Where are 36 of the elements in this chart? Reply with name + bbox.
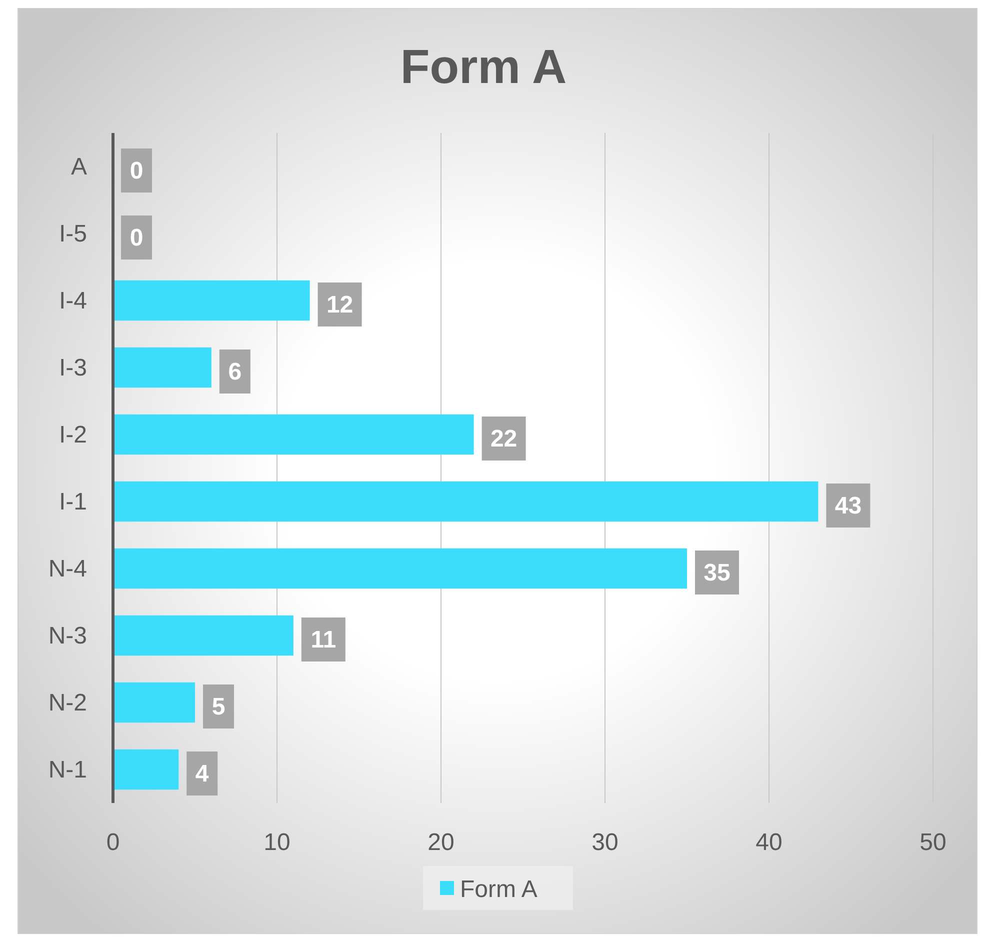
y-tick-label: N-3 bbox=[48, 622, 87, 650]
y-tick-label: I-4 bbox=[58, 288, 87, 314]
data-label: 35 bbox=[704, 560, 730, 586]
x-tick-label: 30 bbox=[592, 829, 618, 856]
y-tick-label: I-2 bbox=[58, 422, 87, 448]
bar bbox=[113, 615, 294, 656]
bar bbox=[113, 749, 179, 790]
y-tick-label: N-4 bbox=[48, 556, 87, 582]
data-label: 0 bbox=[130, 224, 144, 252]
data-label: 6 bbox=[228, 358, 242, 386]
x-tick-label: 50 bbox=[920, 829, 946, 856]
bar bbox=[113, 548, 687, 589]
x-tick-label: 40 bbox=[756, 829, 782, 856]
data-label: 12 bbox=[326, 292, 354, 318]
bar bbox=[113, 280, 310, 321]
x-tick-label: 20 bbox=[428, 829, 454, 856]
x-tick-label: 10 bbox=[264, 829, 290, 856]
legend-label: Form A bbox=[460, 876, 538, 903]
x-tick-label: 0 bbox=[106, 829, 120, 856]
data-label: 5 bbox=[212, 694, 226, 720]
data-label: 4 bbox=[195, 760, 210, 788]
bar bbox=[113, 347, 212, 388]
y-tick-label: I-1 bbox=[58, 488, 87, 516]
data-label: 43 bbox=[834, 492, 862, 520]
bar bbox=[113, 682, 195, 723]
y-tick-label: I-3 bbox=[58, 354, 87, 382]
y-tick-label: N-2 bbox=[48, 690, 87, 716]
data-label: 11 bbox=[310, 626, 336, 654]
data-label: 22 bbox=[490, 426, 518, 452]
chart-title: Form A bbox=[400, 41, 567, 94]
y-tick-label: I-5 bbox=[58, 220, 87, 248]
y-tick-label: A bbox=[70, 154, 87, 180]
bar bbox=[113, 414, 474, 455]
data-label: 0 bbox=[130, 158, 144, 184]
bar bbox=[113, 481, 818, 522]
y-tick-label: N-1 bbox=[48, 756, 87, 784]
